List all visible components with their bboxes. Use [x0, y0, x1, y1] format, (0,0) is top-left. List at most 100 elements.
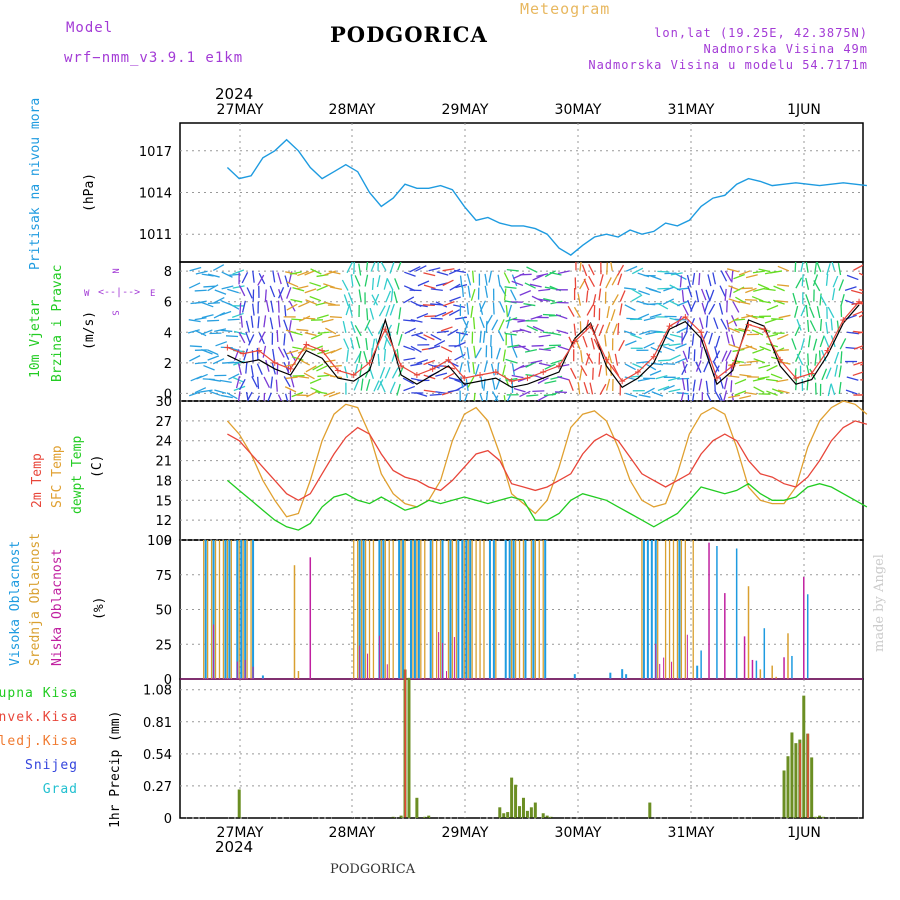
- wind-barb: [200, 329, 213, 336]
- wind-barb: [708, 289, 715, 302]
- wind-barb: [323, 301, 336, 306]
- wind-barb: [189, 391, 201, 397]
- wind-barb: [840, 294, 845, 306]
- wind-barb: [543, 346, 556, 350]
- wind-barb: [297, 270, 309, 277]
- wind-barb: [809, 320, 817, 332]
- wind-barb: [698, 273, 701, 286]
- wind-barb: [429, 393, 442, 396]
- y-tick-label: 100: [147, 534, 172, 549]
- wind-barb: [668, 376, 680, 382]
- wind-barb: [536, 273, 549, 278]
- wind-barb: [524, 282, 536, 289]
- wind-barb: [778, 314, 791, 319]
- wind-barb: [417, 280, 430, 287]
- precip-total-bar: [810, 757, 814, 818]
- wind-barb: [323, 283, 335, 289]
- wind-barb: [492, 302, 495, 315]
- wind-barb: [275, 379, 278, 392]
- wind-barb: [706, 392, 712, 401]
- y-tick-label: 1017: [139, 145, 172, 160]
- precip-total-bar: [423, 816, 427, 818]
- wind-barb: [638, 290, 650, 296]
- wind-barb: [777, 284, 790, 287]
- wind-barb: [195, 270, 208, 275]
- wind-barb: [499, 301, 506, 313]
- wind-barb: [792, 292, 797, 305]
- wind-barb: [719, 285, 726, 297]
- wind-barb: [531, 344, 544, 347]
- wind-barb: [350, 321, 356, 333]
- y-tick-label: 12: [155, 514, 172, 529]
- wind-barb: [284, 393, 289, 401]
- wind-barb: [695, 290, 700, 303]
- wind-barb: [317, 374, 330, 378]
- wind-barb: [519, 328, 532, 334]
- wind-barb: [507, 304, 513, 317]
- wind-barb: [365, 337, 369, 351]
- wind-barb: [258, 331, 266, 343]
- wind-barb: [806, 365, 811, 378]
- wind-barb: [325, 327, 337, 335]
- y-tick-label: 0: [164, 812, 172, 827]
- wind-barb: [466, 273, 472, 286]
- precip-total-bar: [525, 810, 529, 818]
- wind-barb: [256, 347, 259, 360]
- y-tick-label: 1011: [139, 228, 172, 243]
- wind-barb: [504, 286, 517, 289]
- wind-barb: [557, 376, 570, 381]
- wind-barb: [483, 360, 488, 373]
- date-label-bottom: 30MAY: [555, 825, 602, 841]
- wind-barb: [590, 337, 595, 350]
- wind-barb: [436, 330, 449, 334]
- wind-barb: [794, 305, 799, 318]
- wind-barb: [194, 289, 207, 292]
- wind-barb: [744, 299, 758, 301]
- wind-barb: [526, 394, 539, 397]
- wind-barb: [290, 331, 303, 336]
- wind-barb: [504, 300, 517, 304]
- wind-barb: [589, 382, 594, 395]
- wind-barb: [494, 395, 499, 401]
- wind-barb: [580, 350, 583, 363]
- wind-barb: [859, 347, 863, 351]
- wind-barb: [724, 288, 727, 301]
- wind-barb: [389, 303, 395, 316]
- wind-barb: [378, 305, 386, 317]
- wind-barb: [343, 338, 350, 350]
- wind-barb: [721, 350, 728, 362]
- wind-barb: [611, 274, 619, 286]
- y-tick-label: 24: [155, 435, 172, 450]
- wind-barb: [619, 303, 623, 316]
- wind-barb: [682, 361, 687, 373]
- wind-barb: [796, 319, 802, 331]
- wind-barb: [448, 309, 461, 316]
- wind-barb: [833, 351, 840, 364]
- wind-barb: [830, 335, 836, 348]
- wind-barb: [649, 275, 662, 281]
- wind-barb: [403, 319, 416, 322]
- wind-barb: [519, 290, 532, 296]
- wind-barb: [371, 294, 379, 306]
- wind-barb: [384, 367, 391, 379]
- wind-barb: [611, 294, 619, 306]
- wind-barb: [657, 385, 670, 392]
- wind-barb: [739, 363, 752, 367]
- wind-barb: [728, 298, 741, 304]
- meteogram-label: Meteogram: [520, 0, 611, 18]
- wind-barb: [317, 331, 330, 334]
- wind-barb: [364, 319, 371, 331]
- wind-barb: [526, 266, 538, 273]
- wind-barb: [461, 284, 464, 298]
- wind-barb: [504, 332, 517, 336]
- wind-barb: [513, 345, 526, 349]
- wind-barb: [250, 365, 254, 378]
- wind-barb: [555, 314, 568, 320]
- wind-barb: [473, 345, 477, 358]
- wind-barb: [376, 275, 381, 288]
- wind-barb: [518, 344, 530, 352]
- wind-barb: [538, 288, 551, 292]
- wind-barb: [365, 379, 371, 392]
- wind-barb: [770, 270, 783, 274]
- wind-barb: [794, 262, 797, 273]
